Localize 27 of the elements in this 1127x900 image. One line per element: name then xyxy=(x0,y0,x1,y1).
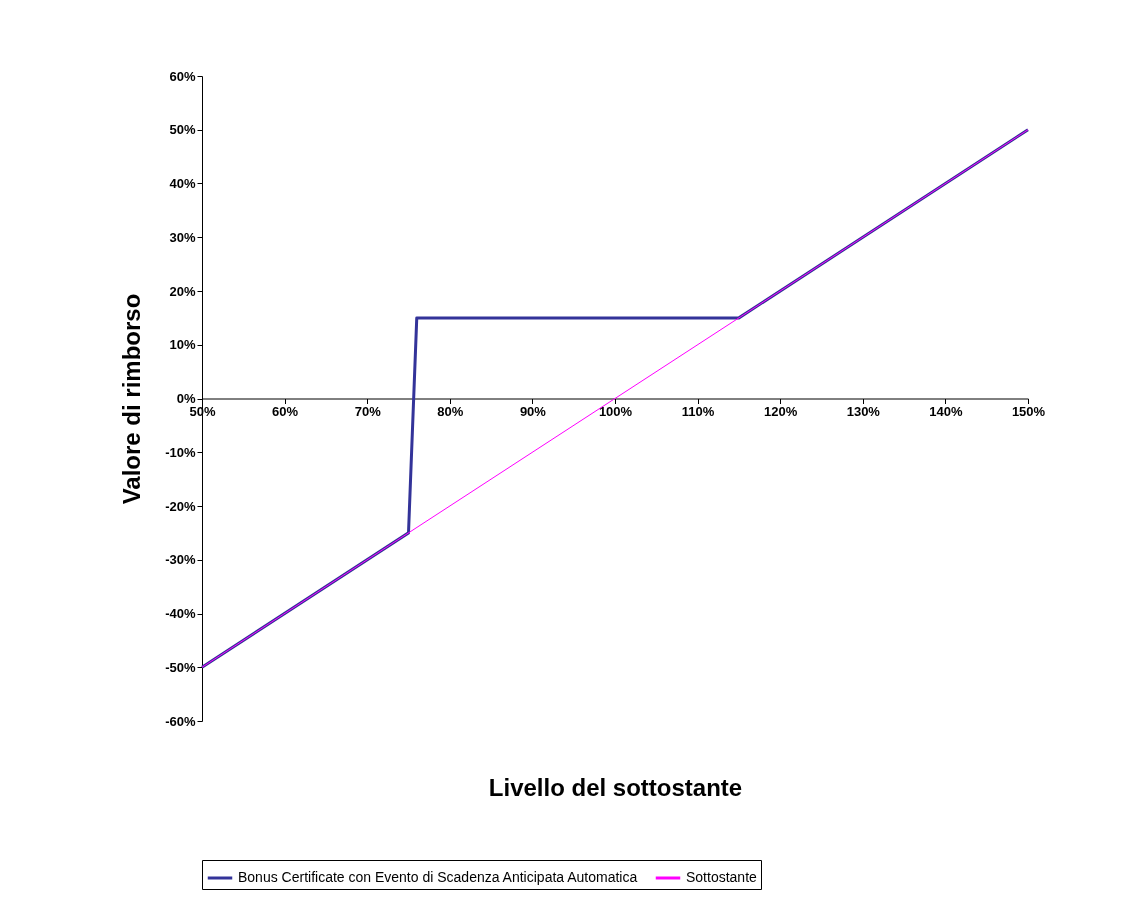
y-tick-label: -40% xyxy=(165,606,196,621)
y-tick-label: 20% xyxy=(169,283,196,299)
x-tick-label: 130% xyxy=(846,404,881,419)
x-tick-label: 60% xyxy=(272,404,299,419)
x-tick-label: 90% xyxy=(519,404,547,419)
x-tick-label: 110% xyxy=(681,404,715,419)
y-tick-label: 0% xyxy=(176,391,196,406)
x-tick-label: 150% xyxy=(1011,404,1046,419)
y-tick-label: -30% xyxy=(165,552,196,568)
x-tick-label: 100% xyxy=(598,404,633,419)
y-tick-label: -10% xyxy=(165,444,196,460)
legend-label: Bonus Certificate con Evento di Scadenza Anticipata Automatica xyxy=(238,869,638,885)
y-tick-label: -50% xyxy=(165,659,196,675)
y-axis-title: Valore di rimborso xyxy=(118,293,146,505)
x-tick-label: 120% xyxy=(764,404,798,419)
y-tick-label: -60% xyxy=(165,713,196,729)
y-tick-label: 50% xyxy=(169,122,196,138)
x-tick-label: 80% xyxy=(437,404,464,419)
x-tick-label: 70% xyxy=(354,404,382,419)
legend-label: Sottostante xyxy=(686,869,758,885)
y-tick-label: 10% xyxy=(169,337,196,353)
y-tick-label: 40% xyxy=(169,176,196,191)
y-tick-label: -20% xyxy=(165,498,196,514)
x-axis-title: Livello del sottostante xyxy=(488,773,743,801)
y-tick-label: 30% xyxy=(169,229,196,245)
y-tick-label: 60% xyxy=(169,68,196,84)
x-tick-label: 140% xyxy=(929,404,963,419)
